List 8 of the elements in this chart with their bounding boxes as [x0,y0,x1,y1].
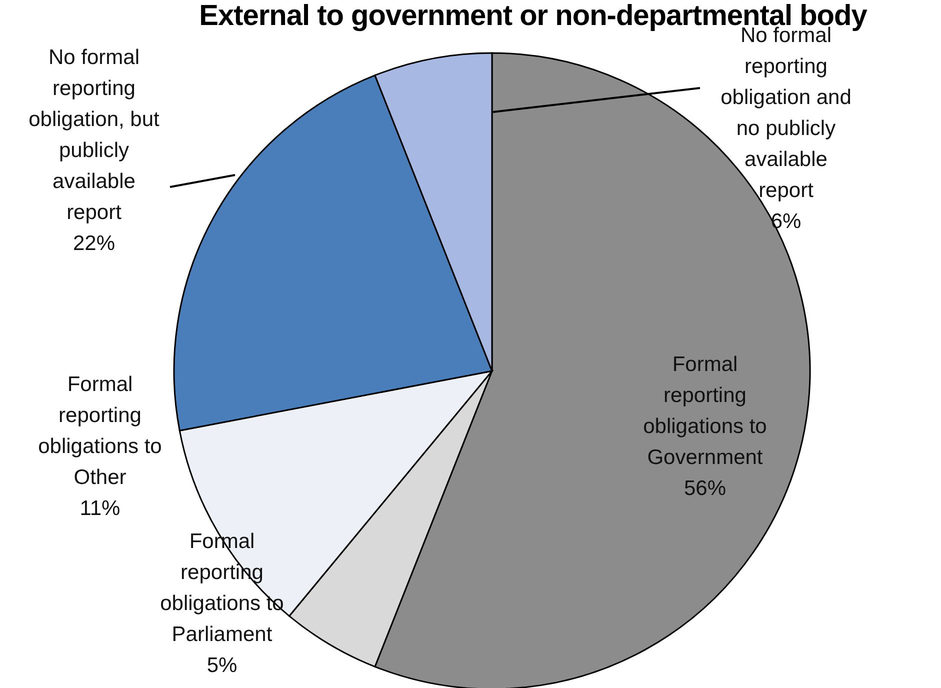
data-label: 5% [206,654,238,677]
slice-label: No formal reporting obligation, but publicly available report [28,46,160,224]
data-label: 22% [72,232,116,255]
slice-label: Formal reporting obligations to Government [643,352,767,469]
data-label: 11% [80,496,120,520]
slice-label: Formal reporting obligations to Other [38,372,162,489]
data-label: 56% [684,476,726,500]
data-label: 6% [770,210,802,233]
